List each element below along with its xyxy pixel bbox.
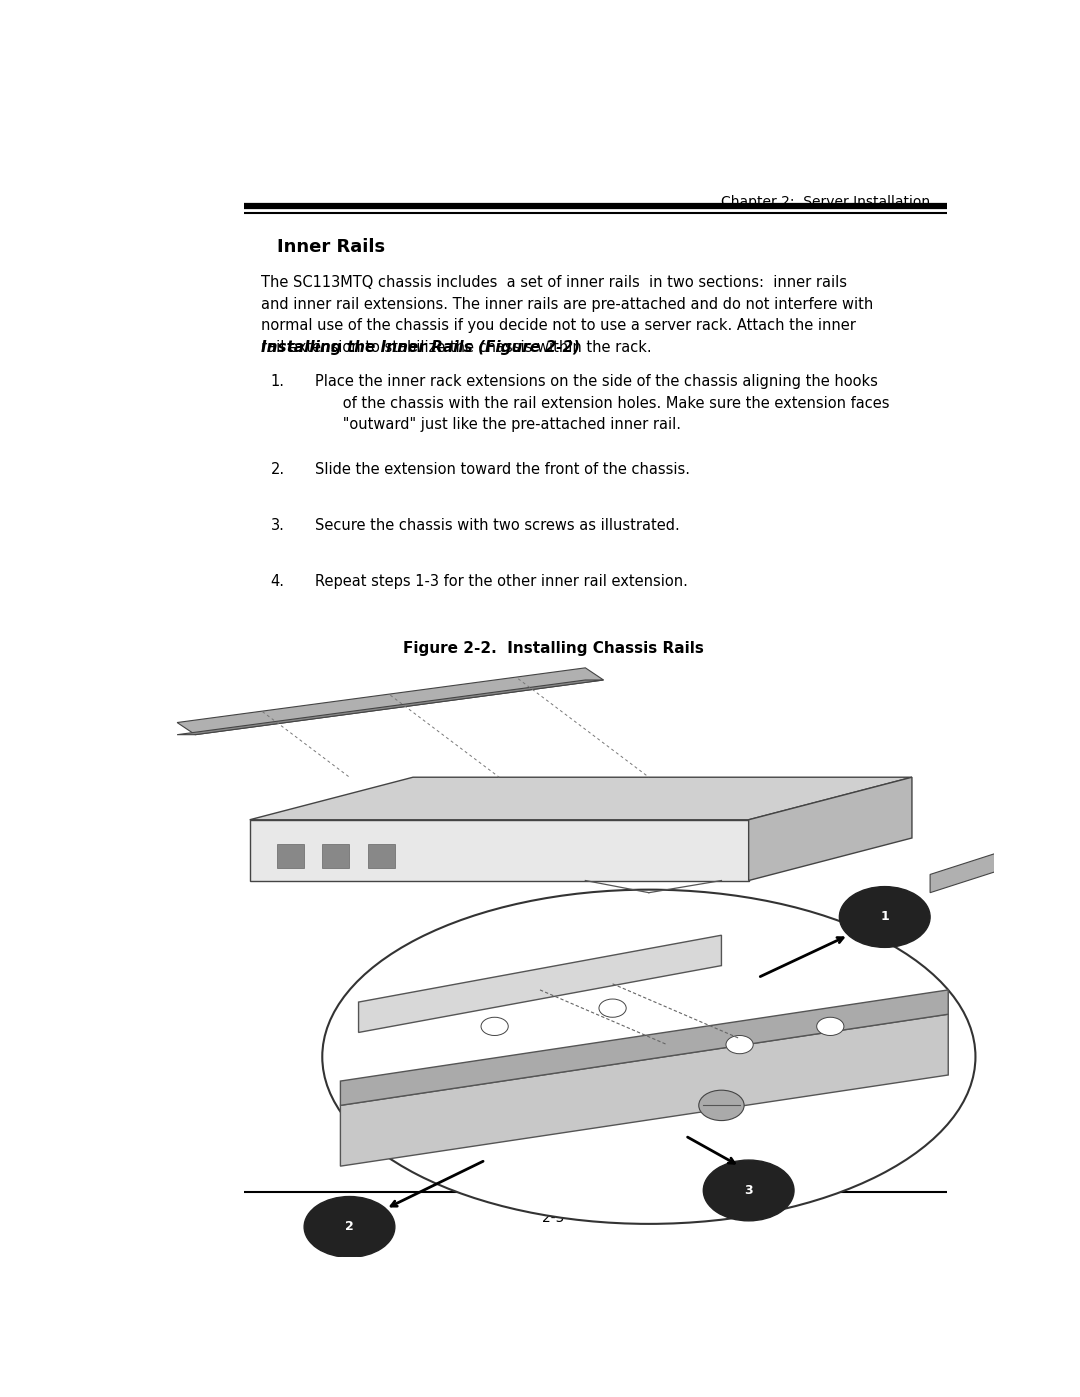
Circle shape (839, 887, 930, 947)
Polygon shape (177, 680, 604, 735)
Polygon shape (249, 777, 912, 820)
Text: Secure the chassis with two screws as illustrated.: Secure the chassis with two screws as il… (315, 518, 679, 534)
Text: 3.: 3. (271, 518, 284, 534)
Circle shape (305, 1196, 395, 1257)
Polygon shape (340, 990, 948, 1105)
Text: Place the inner rack extensions on the side of the chassis aligning the hooks
  : Place the inner rack extensions on the s… (315, 374, 890, 433)
Polygon shape (367, 844, 395, 869)
Polygon shape (177, 668, 604, 735)
Text: 1.: 1. (271, 374, 285, 390)
Polygon shape (249, 820, 748, 880)
Polygon shape (930, 802, 1080, 893)
Text: Figure 2-2.  Installing Chassis Rails: Figure 2-2. Installing Chassis Rails (403, 641, 704, 657)
Text: 2-5: 2-5 (542, 1211, 565, 1225)
Text: The SC113MTQ chassis includes  a set of inner rails  in two sections:  inner rai: The SC113MTQ chassis includes a set of i… (260, 275, 873, 355)
Ellipse shape (322, 890, 975, 1224)
Circle shape (816, 1017, 843, 1035)
Circle shape (599, 999, 626, 1017)
Circle shape (703, 1160, 794, 1221)
Text: 2.: 2. (271, 462, 285, 478)
Text: Inner Rails: Inner Rails (278, 237, 386, 256)
Text: 2: 2 (346, 1221, 354, 1234)
Text: Repeat steps 1-3 for the other inner rail extension.: Repeat steps 1-3 for the other inner rai… (315, 574, 688, 590)
Text: 3: 3 (744, 1183, 753, 1197)
Polygon shape (359, 935, 721, 1032)
Circle shape (726, 1035, 753, 1053)
Circle shape (699, 1090, 744, 1120)
Polygon shape (748, 777, 912, 880)
Text: Installing the Inner Rails (Figure 2-2): Installing the Inner Rails (Figure 2-2) (260, 339, 580, 355)
Text: Chapter 2:  Server Installation: Chapter 2: Server Installation (721, 194, 930, 208)
Text: 4.: 4. (271, 574, 285, 590)
Polygon shape (340, 1014, 948, 1166)
Text: Slide the extension toward the front of the chassis.: Slide the extension toward the front of … (315, 462, 690, 478)
Polygon shape (276, 844, 305, 869)
Polygon shape (322, 844, 350, 869)
Circle shape (481, 1017, 509, 1035)
Text: 1: 1 (880, 911, 889, 923)
